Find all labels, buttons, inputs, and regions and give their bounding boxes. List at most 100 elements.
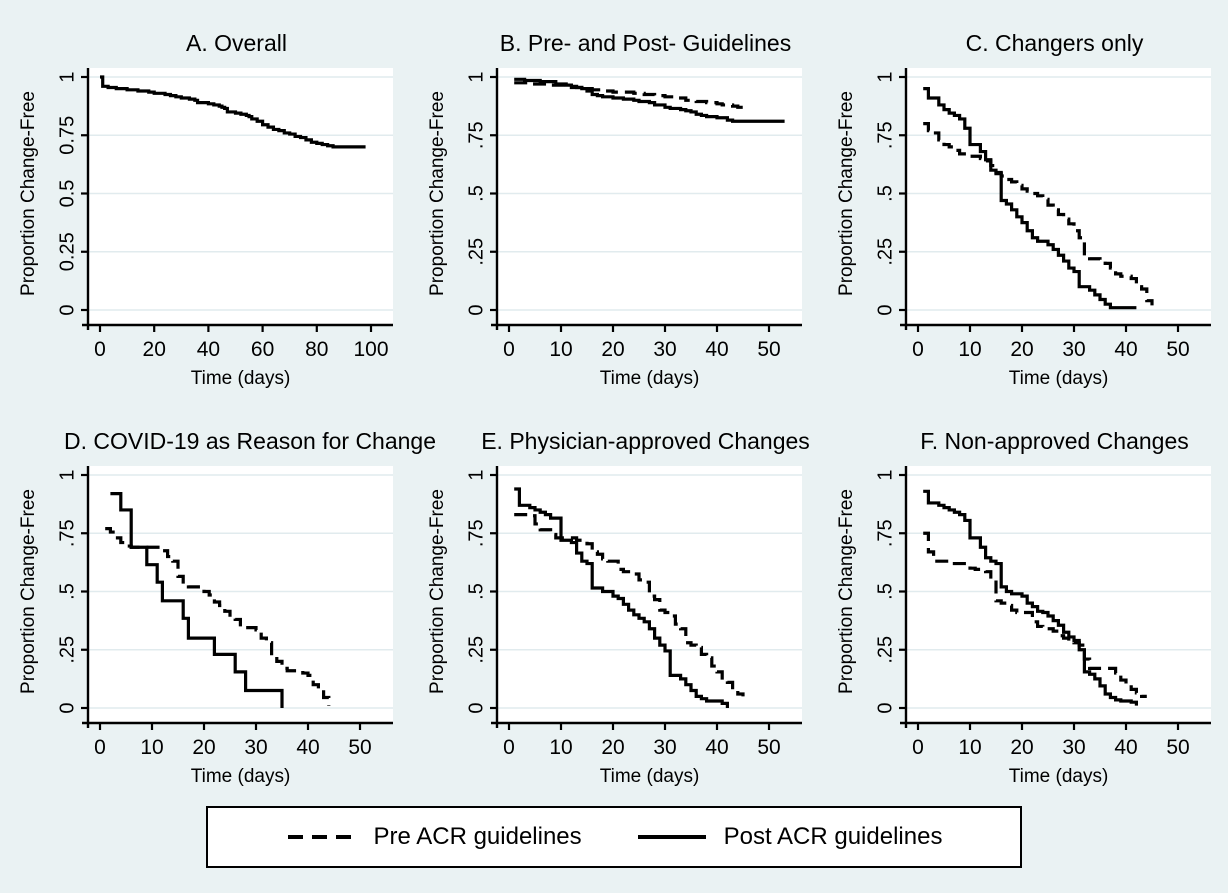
svg-text:0: 0: [874, 304, 896, 315]
svg-text:30: 30: [1062, 338, 1085, 361]
svg-text:40: 40: [296, 736, 319, 759]
panel-d-plot: 1 .75 .5 .25 0 0 10 20 30 40 50 Time (days) Proporti…: [18, 466, 393, 787]
svg-text:.75: .75: [465, 121, 487, 149]
svg-text:.5: .5: [874, 583, 896, 600]
svg-text:40: 40: [197, 338, 220, 361]
svg-text:0.75: 0.75: [56, 116, 78, 155]
legend-label-post: Post ACR guidelines: [723, 823, 943, 850]
panel-b-title: B. Pre- and Post- Guidelines: [499, 30, 792, 56]
svg-text:Proportion Change-Free: Proportion Change-Free: [18, 489, 39, 694]
panel-a-title: A. Overall: [186, 30, 287, 56]
svg-text:Time (days): Time (days): [191, 766, 291, 787]
svg-text:10: 10: [958, 736, 981, 759]
legend: Pre ACR guidelines Post ACR guidelines: [206, 806, 1022, 868]
svg-text:Time (days): Time (days): [191, 368, 291, 389]
svg-text:Time (days): Time (days): [600, 368, 700, 389]
svg-text:80: 80: [305, 338, 328, 361]
svg-text:.25: .25: [56, 636, 78, 664]
panel-a: A. Overall 1 0.75 0.5 0.25 0 0 20 40 60 80 100 Time…: [0, 0, 409, 398]
dashed-line-sample-icon: [287, 835, 356, 839]
solid-line-sample-icon: [637, 835, 706, 839]
svg-text:10: 10: [549, 736, 572, 759]
svg-text:40: 40: [1114, 736, 1137, 759]
svg-text:0: 0: [912, 736, 924, 759]
svg-text:.75: .75: [56, 519, 78, 547]
svg-text:0: 0: [912, 338, 924, 361]
svg-text:.5: .5: [465, 185, 487, 202]
svg-text:0: 0: [503, 736, 515, 759]
panel-f-plot: 1 .75 .5 .25 0 0 10 20 30 40 50 Time (days) Proporti…: [836, 466, 1211, 787]
svg-text:.5: .5: [874, 185, 896, 202]
svg-text:Proportion Change-Free: Proportion Change-Free: [427, 489, 448, 694]
svg-text:0.5: 0.5: [56, 180, 78, 208]
svg-text:Proportion Change-Free: Proportion Change-Free: [836, 91, 857, 296]
svg-text:1: 1: [56, 469, 78, 480]
svg-text:30: 30: [244, 736, 267, 759]
svg-text:1: 1: [874, 71, 896, 82]
svg-text:30: 30: [653, 338, 676, 361]
panel-d-title: D. COVID-19 as Reason for Change: [64, 428, 437, 454]
svg-text:0: 0: [465, 304, 487, 315]
svg-text:60: 60: [251, 338, 274, 361]
svg-text:Time (days): Time (days): [600, 766, 700, 787]
panel-f-title: F. Non-approved Changes: [920, 428, 1189, 454]
legend-item-pre: Pre ACR guidelines: [286, 823, 582, 851]
svg-text:20: 20: [601, 338, 624, 361]
svg-text:1: 1: [874, 469, 896, 480]
panel-e-title: E. Physician-approved Changes: [481, 428, 810, 454]
svg-text:.75: .75: [465, 519, 487, 547]
svg-text:Time (days): Time (days): [1009, 368, 1109, 389]
svg-text:20: 20: [192, 736, 215, 759]
svg-text:10: 10: [958, 338, 981, 361]
svg-text:50: 50: [757, 736, 780, 759]
svg-text:0: 0: [56, 702, 78, 713]
panel-b: B. Pre- and Post- Guidelines 1 .75 .5 .25 0 0…: [409, 0, 818, 398]
svg-text:1: 1: [465, 71, 487, 82]
legend-item-post: Post ACR guidelines: [636, 823, 943, 851]
svg-text:1: 1: [56, 71, 78, 82]
panel-grid: A. Overall 1 0.75 0.5 0.25 0 0 20 40 60 80 100 Time…: [0, 0, 1227, 796]
svg-text:0: 0: [503, 338, 515, 361]
panel-e-plot: 1 .75 .5 .25 0 0 10 20 30 40 50 Time (days) Proporti…: [427, 466, 802, 787]
svg-text:Time (days): Time (days): [1009, 766, 1109, 787]
panel-c-plot: 1 .75 .5 .25 0 0 10 20 30 40 50 Time (days) Proporti…: [836, 68, 1211, 389]
svg-text:10: 10: [140, 736, 163, 759]
svg-text:30: 30: [1062, 736, 1085, 759]
svg-text:0: 0: [94, 736, 106, 759]
svg-text:50: 50: [1166, 338, 1189, 361]
panel-e: E. Physician-approved Changes 1 .75 .5 .25 0…: [409, 398, 818, 796]
svg-text:0.25: 0.25: [56, 232, 78, 271]
panel-c-title: C. Changers only: [965, 30, 1144, 56]
svg-text:.25: .25: [874, 636, 896, 664]
svg-text:20: 20: [1010, 736, 1033, 759]
svg-text:.25: .25: [874, 238, 896, 266]
panel-a-plot: 1 0.75 0.5 0.25 0 0 20 40 60 80 100 Time (days) Prop…: [18, 68, 393, 389]
svg-text:.25: .25: [465, 238, 487, 266]
panel-d: D. COVID-19 as Reason for Change 1 .75 .5.…: [0, 398, 437, 796]
svg-text:20: 20: [1010, 338, 1033, 361]
svg-text:.5: .5: [465, 583, 487, 600]
panel-b-plot: 1 .75 .5 .25 0 0 10 20 30 40 50 Time (days) Proporti…: [427, 68, 802, 389]
svg-text:20: 20: [143, 338, 166, 361]
panel-f: F. Non-approved Changes 1 .75 .5 .25 0 0 10 20 3…: [818, 398, 1227, 796]
svg-text:Proportion Change-Free: Proportion Change-Free: [18, 91, 39, 296]
svg-text:0: 0: [465, 702, 487, 713]
svg-text:.5: .5: [56, 583, 78, 600]
svg-text:40: 40: [705, 338, 728, 361]
svg-text:100: 100: [353, 338, 388, 361]
svg-text:0: 0: [874, 702, 896, 713]
legend-label-pre: Pre ACR guidelines: [373, 823, 582, 850]
svg-text:.75: .75: [874, 519, 896, 547]
svg-text:Proportion Change-Free: Proportion Change-Free: [427, 91, 448, 296]
svg-text:40: 40: [1114, 338, 1137, 361]
svg-text:40: 40: [705, 736, 728, 759]
svg-text:20: 20: [601, 736, 624, 759]
svg-text:50: 50: [1166, 736, 1189, 759]
svg-text:.25: .25: [465, 636, 487, 664]
panel-c: C. Changers only 1 .75 .5 .25 0 0 10 20 30 40 50 Ti…: [818, 0, 1227, 398]
svg-text:50: 50: [348, 736, 371, 759]
svg-text:30: 30: [653, 736, 676, 759]
svg-text:50: 50: [757, 338, 780, 361]
svg-text:Proportion Change-Free: Proportion Change-Free: [836, 489, 857, 694]
